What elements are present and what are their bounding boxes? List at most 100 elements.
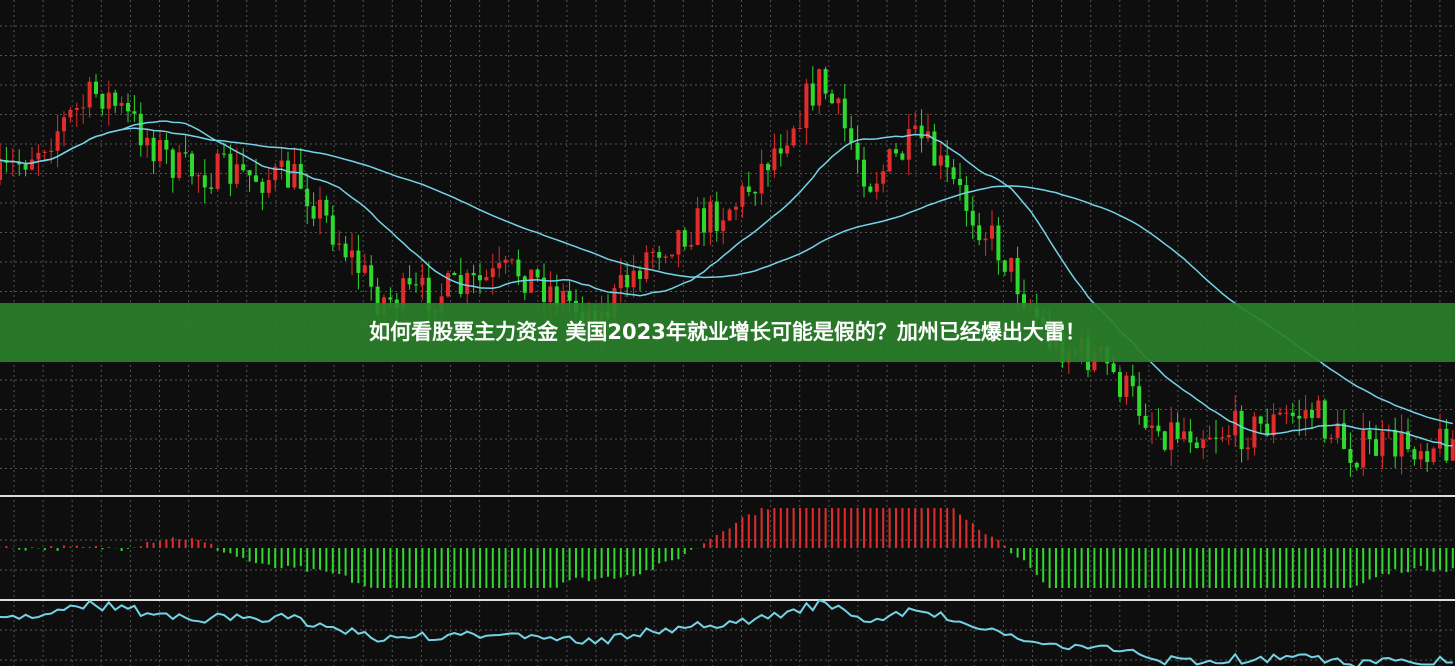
candle-body	[734, 206, 738, 210]
candle-body	[759, 163, 764, 194]
candle-body	[567, 290, 572, 301]
candle-body	[254, 175, 258, 182]
candle-body	[1322, 400, 1327, 439]
candle-body	[1226, 435, 1231, 438]
candle-body	[503, 259, 508, 264]
candle-body	[55, 131, 60, 151]
candle-body	[228, 153, 233, 184]
candle-body	[1143, 415, 1148, 428]
candle-body	[215, 153, 220, 189]
candle-body	[714, 201, 719, 232]
moving-average	[0, 127, 1453, 425]
candle-body	[1239, 410, 1244, 450]
candle-body	[945, 155, 950, 168]
candle-body	[1207, 437, 1212, 440]
candle-body	[471, 272, 476, 276]
candle-body	[1297, 415, 1302, 419]
candle-body	[337, 243, 342, 245]
candle-body	[874, 183, 879, 192]
candle-body	[535, 269, 540, 278]
candle-body	[906, 129, 911, 160]
candle-body	[260, 181, 265, 193]
candle-body	[1412, 449, 1417, 460]
candle-body	[1303, 409, 1308, 419]
candle-body	[1111, 363, 1116, 373]
candle-body	[618, 275, 623, 289]
candle-body	[554, 286, 559, 306]
candle-body	[983, 238, 988, 241]
candle-body	[1425, 451, 1430, 463]
candle-body	[1380, 431, 1385, 456]
headline-banner: 如何看股票主力资金 美国2023年就业增长可能是假的？加州已经爆出大雷！	[0, 303, 1455, 362]
candle-body	[990, 225, 994, 239]
candle-body	[247, 170, 252, 176]
candle-body	[1310, 409, 1314, 418]
candle-body	[1406, 431, 1410, 450]
candle-body	[970, 210, 975, 226]
candle-body	[638, 270, 642, 279]
candle-body	[1162, 431, 1167, 450]
candle-body	[0, 160, 2, 180]
candle-body	[1015, 257, 1020, 295]
candle-body	[766, 163, 770, 171]
candle-body	[158, 140, 162, 162]
candle-body	[324, 199, 329, 216]
candle-body	[388, 297, 393, 300]
candle-body	[426, 277, 431, 311]
candle-body	[279, 160, 284, 167]
candle-body	[791, 128, 796, 146]
candle-body	[145, 137, 150, 146]
candle-body	[977, 225, 982, 241]
candle-body	[522, 276, 527, 293]
candle-body	[772, 148, 777, 171]
candle-body	[446, 272, 450, 297]
candle-body	[241, 164, 246, 171]
candle-body	[1150, 425, 1154, 428]
candle-body	[529, 269, 534, 293]
candle-body	[407, 278, 412, 285]
candle-body	[1182, 431, 1186, 439]
candle-body	[1278, 412, 1282, 415]
candle-body	[234, 164, 239, 184]
candle-body	[1367, 430, 1372, 440]
candle-body	[804, 83, 809, 128]
candle-body	[951, 167, 956, 179]
candle-body	[727, 209, 732, 221]
candle-body	[996, 225, 1001, 261]
candle-body	[1431, 448, 1436, 463]
candle-body	[964, 185, 969, 211]
candle-body	[119, 102, 124, 106]
candle-body	[49, 150, 54, 152]
candle-body	[1194, 442, 1199, 449]
candle-body	[510, 259, 514, 261]
candle-body	[100, 93, 105, 109]
candle-body	[721, 220, 726, 232]
candle-body	[1220, 437, 1225, 439]
candle-body	[1399, 431, 1404, 457]
candle-body	[42, 151, 47, 153]
candle-body	[164, 140, 169, 150]
candle-body	[132, 111, 137, 114]
candle-body	[202, 175, 207, 188]
candle-body	[1009, 257, 1014, 272]
candle-body	[548, 286, 553, 302]
candle-body	[650, 252, 655, 254]
candle-body	[798, 127, 802, 129]
candle-body	[87, 81, 92, 108]
candle-body	[298, 163, 303, 189]
candle-body	[1361, 430, 1366, 468]
candle-body	[1316, 400, 1321, 418]
candle-body	[362, 265, 367, 273]
candle-body	[1265, 423, 1270, 436]
candle-body	[817, 69, 822, 106]
candle-body	[919, 125, 924, 139]
candle-body	[414, 284, 418, 286]
candle-body	[823, 69, 828, 94]
candle-body	[183, 152, 188, 154]
candle-body	[23, 164, 28, 170]
candle-body	[682, 230, 687, 247]
candle-body	[881, 171, 886, 184]
candle-body	[1130, 375, 1135, 387]
